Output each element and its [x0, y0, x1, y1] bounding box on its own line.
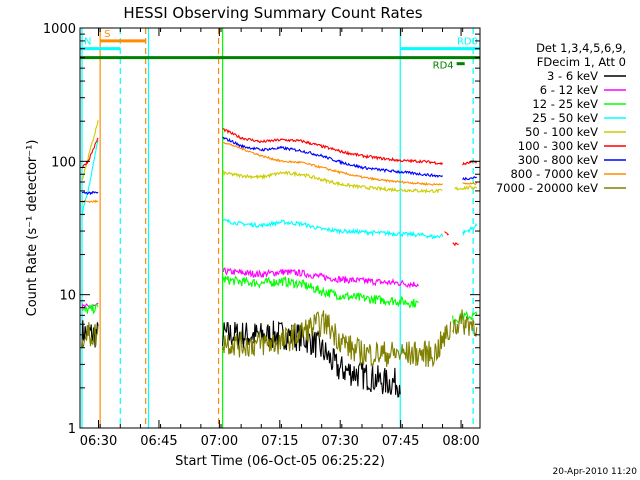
series-segment [222, 136, 443, 178]
range-bars: S N RD0 RD4 [80, 29, 480, 72]
y-tick-label: 10 [59, 289, 76, 304]
legend-label: 25 - 50 keV [532, 111, 598, 125]
series-segment [462, 176, 477, 181]
legend-label: 12 - 25 keV [532, 97, 598, 111]
series-line [81, 275, 478, 324]
series-lines [81, 120, 478, 398]
series-line [81, 139, 478, 240]
series-line [81, 309, 478, 368]
legend: Det 1,3,4,5,6,9,FDecim 1, Att 03 - 6 keV… [496, 41, 626, 195]
x-tick-label: 06:30 [80, 434, 117, 449]
series-segment [222, 128, 443, 166]
series-segment [222, 169, 443, 194]
series-segment [222, 310, 452, 368]
series-segment [452, 310, 478, 324]
plot-area: S N RD0 RD4 [79, 27, 481, 429]
series-segment [81, 303, 99, 315]
series-segment [81, 190, 99, 196]
series-segment [462, 181, 478, 186]
range-bar-label: S [104, 29, 110, 40]
y-tick-label: 100 [51, 155, 76, 170]
series-segment [452, 309, 478, 337]
x-axis-label: Start Time (06-Oct-05 06:25:22) [175, 454, 385, 469]
legend-header: Det 1,3,4,5,6,9, [536, 41, 626, 55]
y-tick-label: 1 [68, 422, 76, 437]
series-line [81, 142, 478, 204]
series-segment [452, 242, 459, 247]
x-tick-label: 07:45 [382, 434, 419, 449]
series-segment [81, 120, 99, 181]
series-line [81, 267, 419, 310]
series-segment [454, 185, 478, 191]
series-segment [81, 137, 99, 169]
marker-lines [81, 28, 474, 428]
y-axis: 1 10 100 1000 [43, 22, 480, 437]
legend-label: 7000 - 20000 keV [496, 181, 598, 195]
chart-title: HESSI Observing Summary Count Rates [123, 4, 422, 22]
legend-label: 300 - 800 keV [518, 153, 598, 167]
series-segment [222, 142, 443, 186]
x-tick-label: 08:00 [442, 434, 479, 449]
series-segment [222, 218, 444, 240]
legend-header: FDecim 1, Att 0 [537, 55, 626, 69]
range-bar-label: RD0 [457, 37, 478, 48]
series-segment [81, 139, 99, 217]
series-line [81, 120, 478, 194]
range-bar-label: N [84, 37, 91, 48]
series-segment [462, 160, 478, 166]
plot-frame [79, 27, 481, 429]
series-segment [444, 231, 449, 236]
range-bar-label: RD4 [433, 61, 454, 72]
series-line [81, 128, 478, 247]
legend-label: 50 - 100 keV [525, 125, 598, 139]
legend-label: 6 - 12 keV [540, 83, 598, 97]
series-line [81, 136, 477, 196]
series-segment [81, 322, 99, 349]
y-axis-label: Count Rate (s⁻¹ detector⁻¹) [25, 140, 40, 317]
y-tick-label: 1000 [43, 22, 76, 37]
x-tick-label: 07:30 [321, 434, 358, 449]
legend-label: 3 - 6 keV [547, 69, 598, 83]
series-segment [222, 320, 401, 398]
x-tick-label: 07:15 [261, 434, 298, 449]
x-tick-label: 06:45 [140, 434, 177, 449]
x-axis: 06:30 06:45 07:00 07:15 07:30 07:45 08:00 [80, 28, 480, 449]
series-segment [462, 222, 478, 237]
series-segment [222, 267, 419, 289]
legend-label: 800 - 7000 keV [510, 167, 598, 181]
footer-date: 20-Apr-2010 11:20 [553, 467, 638, 477]
x-tick-label: 07:00 [201, 434, 238, 449]
series-segment [222, 275, 419, 309]
legend-label: 100 - 300 keV [518, 139, 598, 153]
